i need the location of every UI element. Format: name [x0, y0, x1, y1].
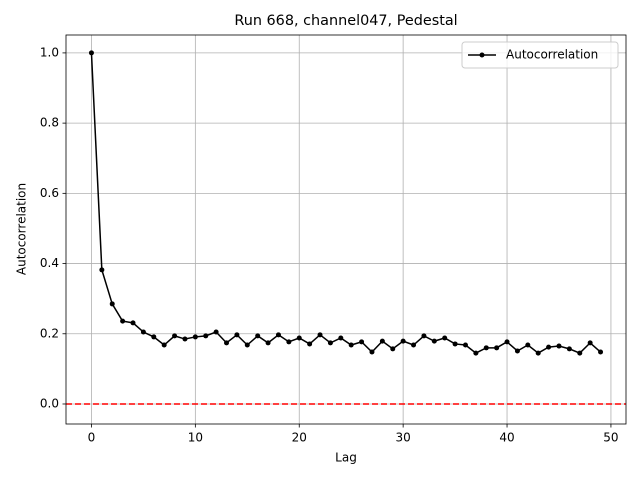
x-tick-label: 10: [188, 431, 203, 445]
data-point: [411, 342, 417, 348]
y-axis-label: Autocorrelation: [15, 183, 29, 275]
data-point: [483, 345, 489, 351]
data-point: [161, 342, 167, 348]
legend-marker: [479, 52, 485, 58]
data-point: [504, 339, 510, 345]
data-point: [587, 340, 593, 346]
data-point: [327, 340, 333, 346]
x-tick-label: 20: [292, 431, 307, 445]
data-point: [338, 335, 344, 341]
data-point: [317, 332, 323, 338]
data-point: [546, 344, 552, 350]
data-point: [151, 334, 157, 340]
data-point: [140, 329, 146, 335]
x-axis-label: Lag: [335, 451, 357, 465]
data-point: [566, 346, 572, 352]
data-point: [255, 333, 261, 339]
y-tick-label: 0.0: [40, 396, 59, 410]
data-point: [172, 333, 178, 339]
data-point: [109, 301, 115, 307]
data-point: [348, 342, 354, 348]
x-tick-label: 30: [396, 431, 411, 445]
plot-frame: [65, 34, 627, 425]
x-tick-label: 50: [603, 431, 618, 445]
data-point: [494, 345, 500, 351]
y-tick-label: 0.4: [40, 256, 59, 270]
data-point: [390, 346, 396, 352]
y-tick-label: 0.2: [40, 326, 59, 340]
data-point: [275, 332, 281, 338]
data-point: [442, 335, 448, 341]
data-point: [307, 341, 313, 347]
data-point: [99, 267, 105, 273]
data-point: [359, 339, 365, 345]
data-point: [452, 341, 458, 347]
data-point: [224, 340, 230, 346]
data-point: [286, 339, 292, 345]
data-point: [535, 350, 541, 356]
data-point: [369, 349, 375, 355]
data-point: [88, 50, 94, 56]
data-point: [130, 320, 136, 326]
y-tick-label: 0.8: [40, 116, 59, 130]
data-point: [265, 340, 271, 346]
data-point: [296, 335, 302, 341]
data-point: [556, 343, 562, 349]
data-point: [598, 349, 604, 355]
data-point: [213, 329, 219, 335]
data-point: [462, 342, 468, 348]
data-point: [192, 334, 198, 340]
data-point: [431, 338, 437, 344]
x-tick-label: 40: [499, 431, 514, 445]
data-point: [525, 342, 531, 348]
data-point: [244, 342, 250, 348]
legend-label: Autocorrelation: [506, 48, 598, 62]
x-tick-label: 0: [88, 431, 96, 445]
data-point: [379, 338, 385, 344]
chart-title: Run 668, channel047, Pedestal: [234, 13, 457, 29]
y-tick-label: 0.6: [40, 186, 59, 200]
data-point: [182, 336, 188, 342]
data-point: [400, 338, 406, 344]
data-point: [120, 318, 126, 324]
legend-box: [461, 41, 619, 69]
data-point: [514, 348, 520, 354]
data-point: [421, 333, 427, 339]
data-point: [234, 332, 240, 338]
data-point: [577, 350, 583, 356]
y-tick-label: 1.0: [40, 45, 59, 59]
data-point: [203, 333, 209, 339]
data-point: [473, 350, 479, 356]
